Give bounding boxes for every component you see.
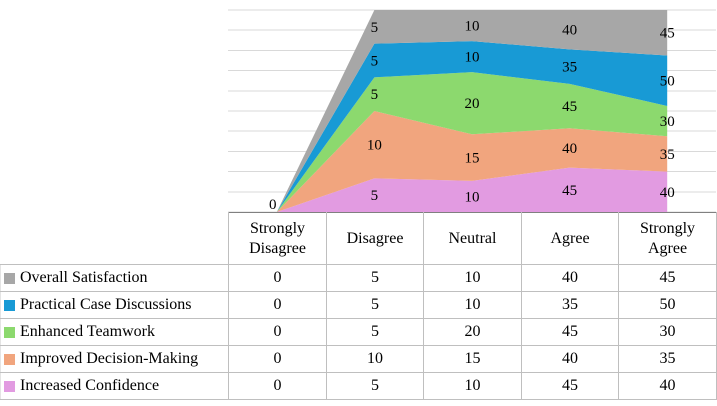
data-labels: 5 10 45 40 10 15 40 35 5 20 45 30 5 10 35 50 5 10 40 45 0: [269, 19, 675, 213]
svg-text:40: 40: [660, 185, 675, 201]
legend-cell: Increased Confidence: [0, 372, 229, 400]
legend-key-swatch: [4, 353, 15, 365]
table-cell: 0: [228, 291, 327, 319]
svg-text:45: 45: [660, 26, 675, 42]
legend-key-swatch: [4, 380, 15, 392]
table-cell: 10: [423, 372, 522, 400]
column-header-strongly-agree: Strongly Agree: [618, 212, 717, 265]
table-cell: 0: [228, 264, 327, 292]
table-header-row: Strongly Disagree Disagree Neutral Agree…: [0, 212, 717, 265]
svg-text:40: 40: [562, 23, 577, 39]
series-name: Practical Case Discussions: [20, 296, 192, 313]
legend-cell: Practical Case Discussions: [0, 291, 229, 319]
table-cell: 10: [423, 264, 522, 292]
svg-text:5: 5: [371, 87, 379, 103]
table-row-practical-case-discussions: Practical Case Discussions 0 5 10 35 50: [0, 291, 717, 319]
column-header-agree: Agree: [521, 212, 619, 265]
svg-text:30: 30: [660, 114, 675, 130]
table-row-increased-confidence: Increased Confidence 0 5 10 45 40: [0, 372, 717, 400]
table-cell: 45: [618, 264, 717, 292]
svg-text:0: 0: [269, 197, 277, 213]
table-cell: 5: [326, 318, 424, 346]
table-cell: 30: [618, 318, 717, 346]
table-row-overall-satisfaction: Overall Satisfaction 0 5 10 40 45: [0, 264, 717, 292]
table-cell: 45: [521, 318, 619, 346]
svg-text:40: 40: [562, 141, 577, 157]
legend-cell: Improved Decision-Making: [0, 345, 229, 373]
table-cell: 0: [228, 345, 327, 373]
table-cell: 0: [228, 372, 327, 400]
svg-text:35: 35: [562, 60, 577, 76]
column-header-disagree: Disagree: [326, 212, 424, 265]
svg-text:5: 5: [371, 20, 379, 36]
table-cell: 35: [521, 291, 619, 319]
legend-key-swatch: [4, 272, 15, 284]
table-cell: 15: [423, 345, 522, 373]
chart-data-table: Strongly Disagree Disagree Neutral Agree…: [0, 212, 717, 400]
table-cell: 40: [521, 264, 619, 292]
table-cell: 5: [326, 291, 424, 319]
legend-cell: Overall Satisfaction: [0, 264, 229, 292]
table-corner-cell: [0, 212, 229, 265]
table-row-enhanced-teamwork: Enhanced Teamwork 0 5 20 45 30: [0, 318, 717, 346]
legend-key-swatch: [4, 299, 15, 311]
svg-text:45: 45: [562, 183, 577, 199]
table-cell: 10: [423, 291, 522, 319]
table-row-improved-decision-making: Improved Decision-Making 0 10 15 40 35: [0, 345, 717, 373]
table-cell: 5: [326, 264, 424, 292]
svg-text:5: 5: [371, 54, 379, 70]
column-header-strongly-disagree: Strongly Disagree: [228, 212, 327, 265]
table-cell: 40: [618, 372, 717, 400]
svg-text:50: 50: [660, 74, 675, 90]
legend-cell: Enhanced Teamwork: [0, 318, 229, 346]
series-name: Enhanced Teamwork: [20, 323, 155, 340]
table-cell: 20: [423, 318, 522, 346]
table-cell: 40: [521, 345, 619, 373]
series-name: Overall Satisfaction: [20, 269, 148, 286]
series-name: Increased Confidence: [20, 377, 160, 394]
svg-text:10: 10: [367, 138, 382, 154]
svg-text:5: 5: [371, 188, 379, 204]
svg-text:10: 10: [465, 19, 480, 35]
table-cell: 35: [618, 345, 717, 373]
svg-text:10: 10: [465, 189, 480, 205]
area-series: [276, 10, 668, 213]
table-cell: 10: [326, 345, 424, 373]
svg-text:20: 20: [465, 96, 480, 112]
svg-text:10: 10: [465, 50, 480, 66]
column-header-neutral: Neutral: [423, 212, 522, 265]
table-cell: 0: [228, 318, 327, 346]
table-cell: 45: [521, 372, 619, 400]
legend-key-swatch: [4, 326, 15, 338]
table-cell: 5: [326, 372, 424, 400]
svg-text:15: 15: [465, 151, 480, 167]
series-name: Improved Decision-Making: [20, 350, 199, 367]
svg-text:35: 35: [660, 147, 675, 163]
table-cell: 50: [618, 291, 717, 319]
svg-text:45: 45: [562, 99, 577, 115]
